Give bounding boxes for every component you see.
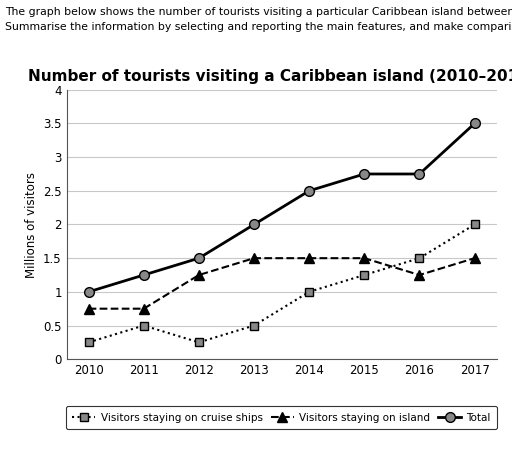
Legend: Visitors staying on cruise ships, Visitors staying on island, Total: Visitors staying on cruise ships, Visito… [66, 406, 497, 429]
Y-axis label: Millions of visitors: Millions of visitors [25, 172, 37, 277]
Text: Summarise the information by selecting and reporting the main features, and make: Summarise the information by selecting a… [5, 22, 512, 32]
Title: Number of tourists visiting a Caribbean island (2010–2017): Number of tourists visiting a Caribbean … [28, 70, 512, 84]
Text: The graph below shows the number of tourists visiting a particular Caribbean isl: The graph below shows the number of tour… [5, 7, 512, 17]
